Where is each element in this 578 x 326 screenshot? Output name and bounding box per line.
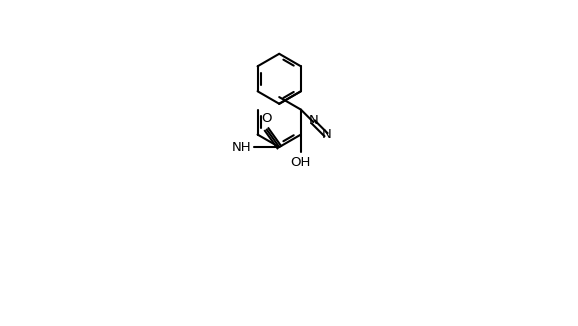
Text: N: N [309,114,319,127]
Text: NH: NH [232,141,251,154]
Text: OH: OH [291,156,311,170]
Text: O: O [261,112,272,125]
Text: N: N [321,128,331,141]
